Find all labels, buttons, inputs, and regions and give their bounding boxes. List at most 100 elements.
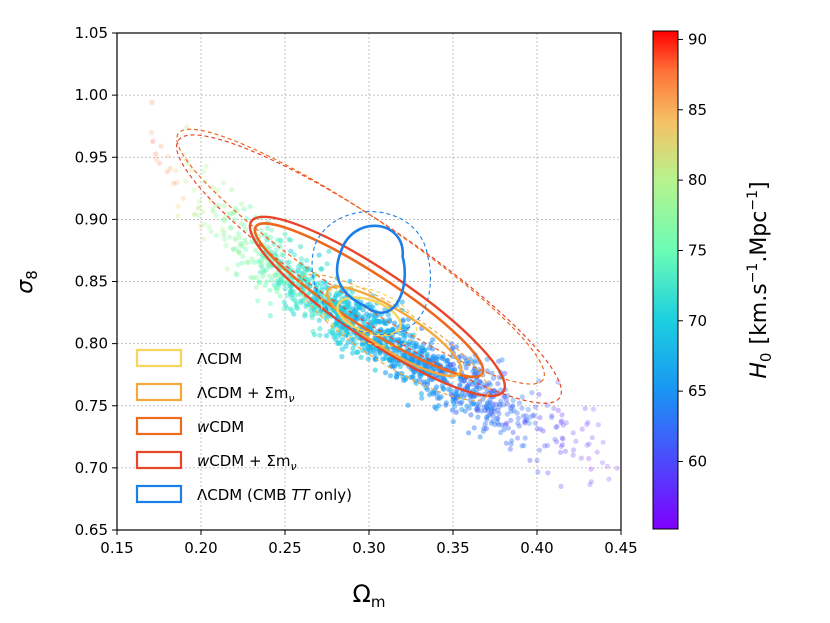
scatter-point [445,386,451,392]
scatter-point [251,259,257,265]
scatter-point [559,435,565,441]
legend-label-main: ΛCDM [197,350,242,368]
scatter-point [324,314,330,320]
scatter-point [275,281,281,287]
scatter-point [281,299,287,305]
scatter-point [282,231,288,237]
scatter-point [368,312,374,318]
scatter-point [406,340,412,346]
scatter-point [516,423,522,429]
scatter-point [410,374,416,380]
scatter-point [413,380,419,386]
scatter-point [210,184,216,191]
scatter-point [356,304,363,310]
scatter-point [477,434,483,440]
scatter-point [458,377,464,384]
scatter-point [510,429,516,435]
scatter-point [545,442,551,449]
scatter-point [196,198,202,204]
scatter-point [195,205,201,211]
scatter-point [453,409,459,415]
scatter-point [192,211,198,217]
scatter-point [493,389,499,395]
scatter-point [289,295,295,301]
scatter-point [399,299,405,305]
scatter-point [462,361,469,367]
scatter-point [148,130,154,136]
scatter-point [244,240,250,246]
scatter-point [324,261,330,267]
scatter-point [272,251,278,257]
scatter-point [606,476,612,482]
scatter-point [508,408,514,414]
scatter-point [284,260,291,266]
y-tick-label: 0.80 [75,335,108,353]
colorbar-label: H0[km.s−1.Mpc−1] [745,181,775,378]
scatter-point [248,274,254,280]
scatter-point [275,279,281,285]
scatter-point [174,180,180,186]
scatter-point [288,291,294,297]
scatter-point [250,275,257,281]
scatter-point [504,420,510,426]
scatter-point [316,252,322,258]
scatter-point [203,163,209,169]
scatter-point [515,435,521,441]
scatter-point [281,281,287,287]
scatter-point [377,319,383,325]
scatter-point [475,403,481,409]
scatter-point [462,355,468,361]
scatter-point [466,381,472,387]
scatter-point [459,399,465,405]
scatter-point [588,479,595,485]
scatter-point [402,376,408,383]
scatter-point [472,379,478,385]
scatter-point [208,228,214,235]
scatter-point [355,349,361,355]
scatter-point [466,359,472,365]
scatter-point [498,398,504,404]
scatter-point [584,421,590,428]
scatter-point [429,390,435,396]
scatter-point [503,397,509,403]
scatter-point [290,288,297,294]
scatter-point [430,337,436,343]
scatter-point [213,232,219,239]
scatter-point [167,165,173,172]
scatter-point [530,412,536,418]
scatter-point [438,394,444,400]
scatter-point [365,356,371,362]
scatter-point [229,187,235,193]
scatter-point [291,252,297,258]
scatter-point [278,276,284,282]
x-tick-label: 0.20 [184,539,217,557]
scatter-point [521,443,527,449]
scatter-point [275,285,281,291]
scatter-point [495,420,501,426]
scatter-point [288,306,294,312]
scatter-point [457,376,463,382]
scatter-point [488,404,494,410]
scatter-point [257,269,263,275]
scatter-point [302,311,308,317]
scatter-point [459,390,465,396]
scatter-point [222,218,228,224]
scatter-point [573,438,579,444]
scatter-point [283,303,289,309]
x-tick-label: 0.30 [352,539,385,557]
x-tick-label: 0.35 [436,539,469,557]
scatter-point [300,298,306,304]
legend-label: ΛCDM (CMB TT only) [197,486,352,504]
scatter-point [594,449,600,455]
scatter-point [261,270,267,276]
scatter-point [544,402,550,408]
scatter-point [288,268,294,274]
scatter-point [516,400,523,406]
scatter-point [498,429,504,436]
legend-label-sub: ν [288,392,294,405]
scatter-point [495,415,501,421]
scatter-point [495,407,501,413]
scatter-point [514,410,520,416]
scatter-point [238,221,245,227]
